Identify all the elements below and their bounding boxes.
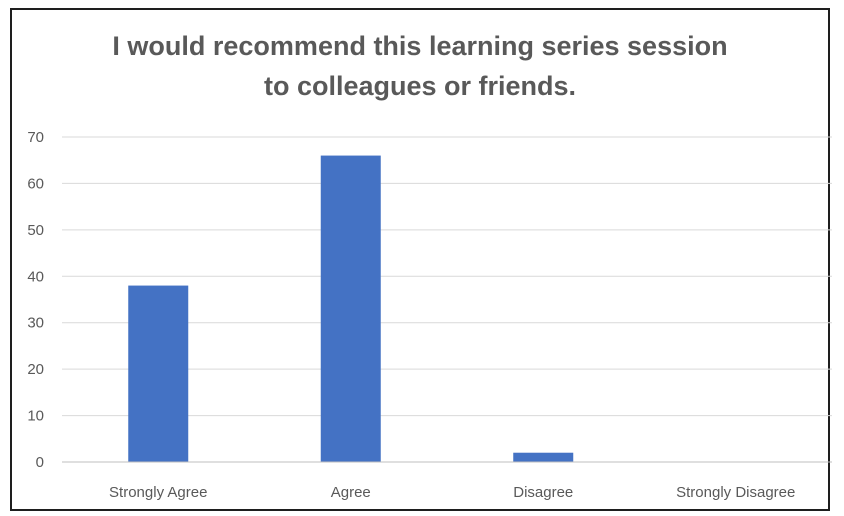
y-tick-label-50: 50 (27, 222, 44, 239)
y-tick-label-30: 30 (27, 315, 44, 332)
x-tick-label-strongly-agree: Strongly Agree (109, 484, 207, 501)
x-tick-label-disagree: Disagree (513, 484, 573, 501)
bar-strongly-agree (128, 285, 189, 462)
chart-title-line-2: to colleagues or friends. (263, 71, 577, 101)
x-tick-label-strongly-disagree: Strongly Disagree (676, 484, 795, 501)
y-tick-label-60: 60 (27, 175, 44, 192)
x-tick-label-agree: Agree (331, 484, 371, 501)
bar-agree (320, 155, 381, 463)
y-tick-label-20: 20 (27, 361, 44, 378)
chart-title: I would recommend this learning series s… (12, 26, 828, 106)
y-tick-label-0: 0 (36, 454, 44, 471)
y-tick-label-10: 10 (27, 408, 44, 425)
y-tick-label-70: 70 (27, 129, 44, 146)
bar-disagree (513, 452, 574, 462)
chart-title-line-1: I would recommend this learning series s… (112, 31, 728, 61)
y-tick-label-40: 40 (27, 268, 44, 285)
